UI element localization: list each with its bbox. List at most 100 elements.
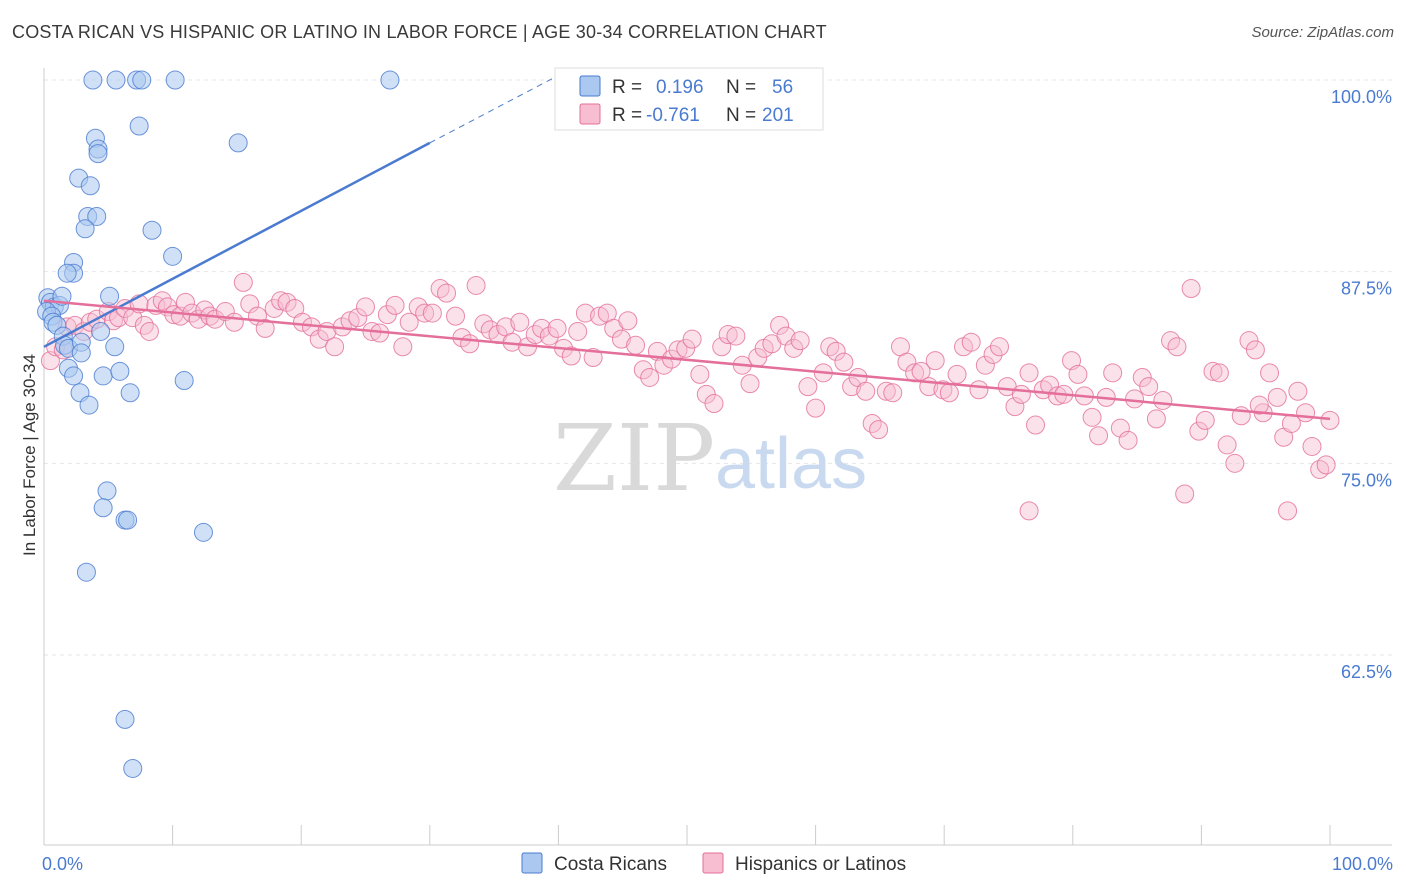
point-hispanics [1103, 363, 1123, 383]
point-hispanics [1110, 418, 1130, 438]
point-hispanics [277, 292, 297, 312]
point-costa-ricans [120, 383, 140, 403]
point-hispanics [834, 352, 854, 372]
point-costa-ricans [76, 562, 96, 582]
chart-title: COSTA RICAN VS HISPANIC OR LATINO IN LAB… [12, 22, 827, 42]
point-costa-ricans [75, 219, 95, 239]
point-hispanics [682, 329, 702, 349]
point-hispanics [1011, 384, 1031, 404]
y-tick-label: 100.0% [1331, 87, 1392, 107]
point-costa-ricans [132, 70, 152, 90]
point-hispanics [640, 367, 660, 387]
point-hispanics [1132, 367, 1152, 387]
point-hispanics [1068, 364, 1088, 384]
point-hispanics [415, 303, 435, 323]
legend-r-value-1: 0.196 [656, 77, 704, 98]
trend-line-costa-ricans [43, 141, 431, 348]
point-hispanics [385, 295, 405, 315]
point-costa-ricans [93, 366, 113, 386]
point-hispanics [983, 344, 1003, 364]
point-costa-ricans [123, 758, 143, 778]
point-hispanics [1089, 426, 1109, 446]
point-hispanics [770, 315, 790, 335]
point-costa-ricans [87, 206, 107, 226]
watermark-zip: ZIP [553, 405, 715, 512]
bottom-legend-swatch-hispanics [702, 852, 724, 874]
point-hispanics [446, 306, 466, 326]
point-hispanics [292, 312, 312, 332]
point-hispanics [460, 334, 480, 354]
point-hispanics [175, 292, 195, 312]
point-hispanics [1082, 407, 1102, 427]
point-hispanics [654, 355, 674, 375]
point-hispanics [826, 341, 846, 361]
point-hispanics [1209, 363, 1229, 383]
point-costa-ricans [193, 522, 213, 542]
point-hispanics [1146, 409, 1166, 429]
point-costa-ricans [100, 286, 120, 306]
point-hispanics [134, 315, 154, 335]
point-hispanics [233, 272, 253, 292]
point-hispanics [152, 291, 172, 311]
point-hispanics [547, 318, 567, 338]
point-hispanics [1125, 389, 1145, 409]
point-hispanics [1118, 430, 1138, 450]
point-hispanics [969, 380, 989, 400]
point-costa-ricans [174, 371, 194, 391]
point-hispanics [690, 364, 710, 384]
point-hispanics [1203, 361, 1223, 381]
watermark: ZIP atlas [553, 405, 867, 512]
point-costa-ricans [163, 246, 183, 266]
point-costa-ricans [88, 144, 108, 164]
point-hispanics [240, 294, 260, 314]
point-hispanics [575, 303, 595, 323]
point-hispanics [356, 297, 375, 317]
point-hispanics [989, 337, 1009, 357]
point-hispanics [1288, 381, 1308, 401]
point-hispanics [718, 325, 738, 345]
x-tick-label-max: 100.0% [1332, 854, 1393, 874]
legend-n-value-1: 56 [772, 77, 793, 98]
point-hispanics [325, 337, 345, 357]
point-hispanics [676, 338, 696, 358]
bottom-legend: Costa Ricans Hispanics or Latinos [521, 852, 906, 875]
point-hispanics [633, 360, 653, 380]
point-hispanics [466, 275, 486, 295]
point-costa-ricans [57, 263, 77, 283]
point-hispanics [947, 364, 967, 384]
point-hispanics [1278, 501, 1298, 521]
point-costa-ricans [228, 133, 248, 153]
point-hispanics [510, 312, 530, 332]
point-hispanics [1239, 331, 1259, 351]
point-hispanics [1153, 390, 1173, 410]
point-hispanics [869, 420, 889, 440]
point-hispanics [1302, 436, 1322, 456]
legend-r-value-2: -0.761 [646, 105, 700, 126]
point-hispanics [806, 398, 826, 418]
y-tick-label: 62.5% [1341, 662, 1392, 682]
point-hispanics [1167, 337, 1187, 357]
point-hispanics [842, 377, 862, 397]
point-costa-ricans [80, 176, 100, 196]
point-hispanics [1217, 435, 1237, 455]
point-hispanics [103, 311, 123, 331]
point-hispanics [798, 377, 818, 397]
point-costa-ricans [142, 220, 162, 240]
point-hispanics [626, 335, 646, 355]
bottom-legend-hispanics: Hispanics or Latinos [735, 854, 906, 875]
point-costa-ricans [91, 321, 111, 341]
point-costa-ricans [106, 70, 126, 90]
point-hispanics [590, 306, 610, 326]
point-hispanics [776, 326, 796, 346]
point-hispanics [1175, 484, 1195, 504]
point-costa-ricans [79, 395, 99, 415]
trend-line-costa-ricans-extension [429, 74, 559, 144]
point-hispanics [1225, 453, 1245, 473]
point-hispanics [740, 374, 760, 394]
legend-swatch-costa-ricans [579, 75, 601, 97]
point-costa-ricans [118, 510, 138, 530]
point-hispanics [309, 329, 329, 349]
legend-r-label-1: R = [612, 77, 642, 98]
point-hispanics [422, 303, 442, 323]
